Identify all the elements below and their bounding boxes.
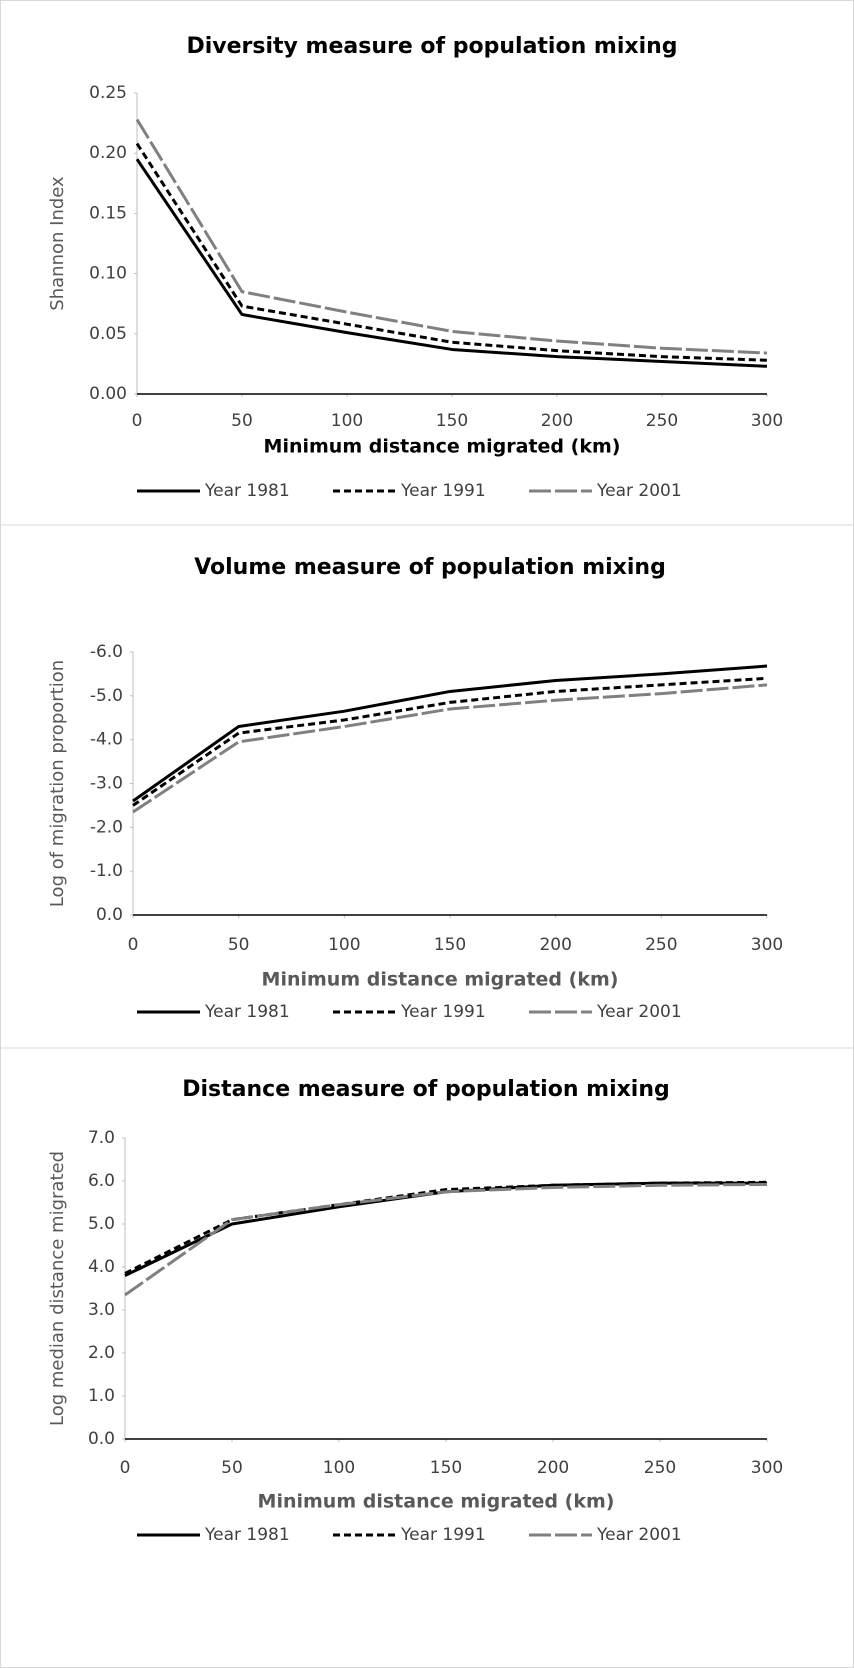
x-tick-label: 300 bbox=[751, 1458, 783, 1478]
y-tick-label: -5.0 bbox=[90, 686, 123, 706]
series-line bbox=[135, 118, 768, 355]
y-tick-label: 3.0 bbox=[88, 1300, 115, 1320]
series-line bbox=[132, 676, 768, 807]
legend-label: Year 1991 bbox=[400, 1002, 486, 1022]
y-tick-label: -1.0 bbox=[90, 861, 123, 881]
y-tick-label: 1.0 bbox=[88, 1386, 115, 1406]
x-axis-label: Minimum distance migrated (km) bbox=[264, 436, 621, 458]
y-tick-label: 0.05 bbox=[89, 324, 127, 344]
y-tick-label: -6.0 bbox=[90, 642, 123, 662]
x-axis-label: Minimum distance migrated (km) bbox=[262, 969, 619, 991]
legend-label: Year 1991 bbox=[400, 1525, 486, 1545]
x-tick-label: 300 bbox=[751, 411, 783, 431]
chart-title: Volume measure of population mixing bbox=[194, 555, 666, 580]
chart-title: Distance measure of population mixing bbox=[182, 1077, 670, 1102]
x-tick-label: 0 bbox=[132, 411, 143, 431]
x-tick-label: 300 bbox=[751, 935, 783, 955]
series-line bbox=[124, 1180, 768, 1275]
y-axis-label: Log median distance migrated bbox=[47, 1151, 68, 1426]
x-tick-label: 50 bbox=[228, 935, 250, 955]
x-tick-label: 50 bbox=[231, 411, 253, 431]
legend-label: Year 1981 bbox=[204, 1525, 290, 1545]
x-tick-label: 100 bbox=[328, 935, 360, 955]
y-tick-label: -4.0 bbox=[90, 730, 123, 750]
series-line bbox=[124, 1182, 768, 1297]
y-tick-label: 0.00 bbox=[89, 384, 127, 404]
x-tick-label: 200 bbox=[539, 935, 571, 955]
y-axis-label: Shannon Index bbox=[47, 176, 68, 311]
y-tick-label: 4.0 bbox=[88, 1257, 115, 1277]
legend-label: Year 2001 bbox=[596, 1002, 682, 1022]
x-tick-label: 200 bbox=[537, 1458, 569, 1478]
y-tick-label: 7.0 bbox=[88, 1128, 115, 1148]
legend-label: Year 2001 bbox=[596, 481, 682, 501]
y-tick-label: 0.0 bbox=[96, 905, 123, 925]
x-tick-label: 250 bbox=[646, 411, 678, 431]
y-axis-label: Log of migration proportion bbox=[47, 660, 68, 907]
y-tick-label: -2.0 bbox=[90, 817, 123, 837]
legend-label: Year 1981 bbox=[204, 1002, 290, 1022]
series-line bbox=[124, 1181, 767, 1277]
chart-title: Diversity measure of population mixing bbox=[186, 34, 677, 59]
x-tick-label: 50 bbox=[221, 1458, 243, 1478]
series-line bbox=[135, 142, 768, 362]
x-tick-label: 250 bbox=[644, 1458, 676, 1478]
series-line bbox=[132, 664, 768, 803]
x-tick-label: 100 bbox=[331, 411, 363, 431]
x-tick-label: 0 bbox=[120, 1458, 131, 1478]
x-axis-label: Minimum distance migrated (km) bbox=[258, 1491, 615, 1513]
legend-label: Year 1991 bbox=[400, 481, 486, 501]
x-tick-label: 150 bbox=[430, 1458, 462, 1478]
y-tick-label: 0.20 bbox=[89, 143, 127, 163]
x-tick-label: 150 bbox=[434, 935, 466, 955]
x-tick-label: 0 bbox=[128, 935, 139, 955]
x-tick-label: 200 bbox=[541, 411, 573, 431]
y-tick-label: 6.0 bbox=[88, 1171, 115, 1191]
y-tick-label: 0.0 bbox=[88, 1429, 115, 1449]
y-tick-label: 0.25 bbox=[89, 83, 127, 103]
series-line bbox=[135, 158, 768, 368]
x-tick-label: 100 bbox=[323, 1458, 355, 1478]
y-tick-label: 2.0 bbox=[88, 1343, 115, 1363]
y-tick-label: 5.0 bbox=[88, 1214, 115, 1234]
x-tick-label: 150 bbox=[436, 411, 468, 431]
y-tick-label: 0.15 bbox=[89, 203, 127, 223]
legend-label: Year 1981 bbox=[204, 481, 290, 501]
x-tick-label: 250 bbox=[645, 935, 677, 955]
legend-label: Year 2001 bbox=[596, 1525, 682, 1545]
series-line bbox=[132, 683, 768, 814]
y-tick-label: 0.10 bbox=[89, 264, 127, 284]
y-tick-label: -3.0 bbox=[90, 774, 123, 794]
